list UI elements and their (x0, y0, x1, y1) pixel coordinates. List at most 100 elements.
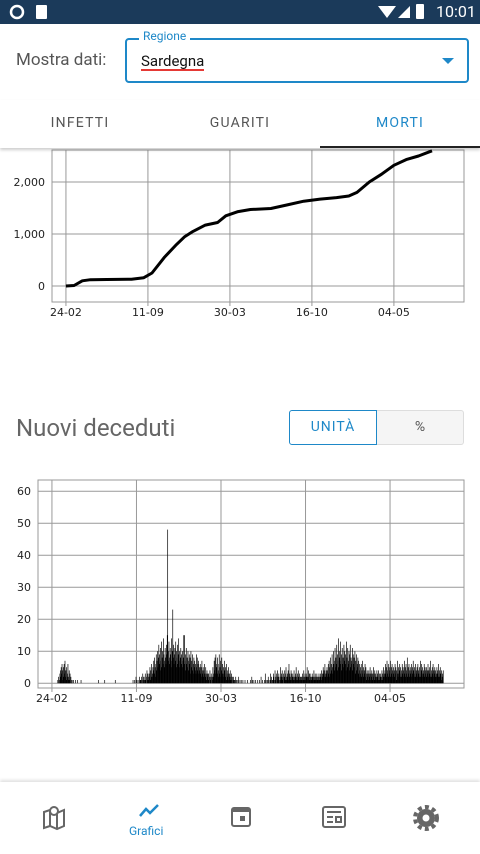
bar (291, 673, 292, 684)
bar (222, 676, 224, 684)
bar (384, 664, 386, 684)
bar (313, 670, 315, 684)
bar (365, 676, 366, 684)
bar (146, 676, 147, 684)
bar (238, 676, 240, 684)
bar (431, 670, 432, 684)
bar (166, 644, 167, 684)
toggle-percent[interactable]: % (377, 410, 464, 445)
bar (60, 667, 62, 684)
tab[interactable]: INFETTI (50, 115, 110, 131)
bar (189, 657, 191, 684)
bar (308, 673, 310, 684)
bar (154, 657, 155, 684)
bar (274, 680, 275, 684)
bar (434, 676, 436, 684)
bar (426, 676, 428, 684)
bar (431, 667, 433, 684)
bar (335, 667, 336, 684)
bar (303, 680, 304, 684)
bar (202, 673, 204, 684)
bar (408, 664, 410, 684)
bar (298, 676, 300, 684)
bar (301, 680, 303, 684)
bar (414, 664, 416, 684)
bar (352, 654, 354, 684)
bar (379, 676, 381, 684)
bar (368, 680, 369, 684)
bar (282, 680, 283, 684)
bar (432, 673, 434, 684)
status-icons (9, 4, 424, 20)
bar (433, 676, 434, 684)
bar (277, 670, 278, 684)
bar (284, 670, 286, 684)
bar (348, 664, 349, 684)
bar (150, 680, 151, 684)
nav-map[interactable] (43, 806, 65, 831)
bar (363, 670, 365, 684)
bar (400, 667, 401, 684)
bar (231, 673, 232, 684)
bar (442, 670, 444, 684)
bar (393, 673, 395, 684)
bar (215, 654, 217, 684)
toggle-unit[interactable]: UNITÀ (289, 410, 377, 445)
bar (344, 664, 346, 684)
nav-news[interactable] (322, 806, 346, 828)
bar (379, 680, 381, 684)
bar (429, 667, 431, 684)
plot-frame (51, 149, 465, 303)
bar (313, 676, 314, 684)
bar (316, 676, 318, 684)
bar (264, 680, 265, 684)
bar (436, 673, 438, 684)
bar (159, 670, 161, 684)
bar (323, 673, 324, 684)
region-dropdown[interactable]: Regione Sardegna (125, 29, 469, 83)
nav-charts[interactable] (139, 804, 159, 817)
bar (145, 680, 147, 684)
bar (414, 673, 416, 684)
bar (175, 667, 177, 684)
bar (342, 657, 344, 684)
bar (361, 676, 363, 684)
bar (200, 667, 202, 684)
bar (320, 680, 322, 684)
bar (176, 657, 178, 684)
y-tick-label: 0 (24, 677, 31, 690)
bar (423, 673, 425, 684)
tab[interactable]: GUARITI (209, 115, 271, 131)
bar (201, 670, 203, 684)
bar (161, 667, 163, 684)
bar (247, 680, 248, 684)
tab[interactable]: MORTI (320, 100, 480, 148)
bar (158, 664, 160, 684)
bar (345, 670, 347, 684)
bar (362, 673, 364, 684)
bar (155, 664, 157, 684)
bar (366, 670, 368, 684)
bar (424, 676, 425, 684)
bar (379, 673, 380, 684)
bar (397, 676, 399, 684)
bar (191, 660, 193, 684)
nav-settings[interactable] (413, 805, 439, 831)
bar (278, 680, 280, 684)
bar (204, 664, 205, 684)
bar (196, 667, 198, 684)
bar (378, 676, 380, 684)
bar (407, 667, 409, 684)
bar (327, 676, 328, 684)
bar (183, 635, 185, 684)
bar (351, 664, 352, 684)
bar (388, 667, 390, 684)
bar (281, 673, 282, 684)
bar (136, 680, 138, 684)
bar (318, 680, 319, 684)
nav-calendar[interactable] (231, 807, 251, 827)
bar (405, 664, 407, 684)
bar (373, 667, 374, 684)
bar (98, 680, 99, 684)
bar (70, 680, 72, 684)
